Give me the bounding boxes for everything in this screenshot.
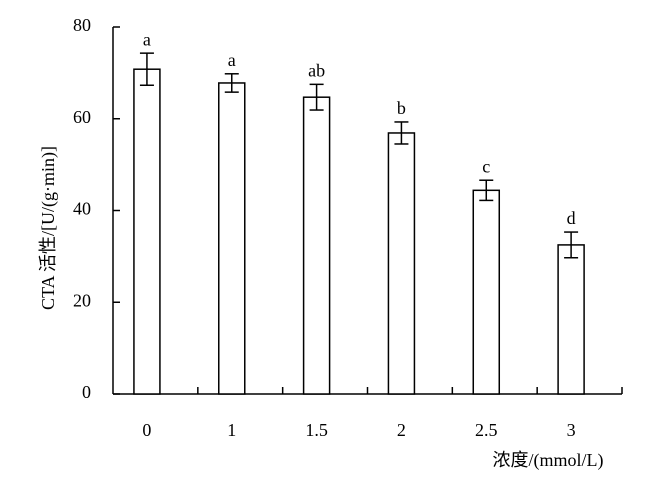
error-bar (309, 83, 324, 111)
x-axis-label: 浓度/(mmol/L) (493, 450, 604, 471)
x-tick-label: 3 (567, 420, 576, 440)
x-tick-label: 2.5 (475, 420, 498, 440)
bar (387, 132, 416, 395)
error-bar (394, 121, 409, 145)
y-tick-label: 0 (82, 382, 91, 402)
bar (302, 96, 331, 395)
x-tick-label: 0 (142, 420, 151, 440)
y-tick-label: 60 (73, 107, 91, 127)
error-bar (139, 52, 154, 87)
bar (133, 68, 161, 395)
x-tick-label: 2 (397, 420, 406, 440)
error-bar (224, 73, 239, 93)
significance-letter: a (143, 29, 151, 49)
significance-letter: a (228, 50, 236, 70)
error-bar (564, 231, 579, 259)
significance-letter: d (567, 208, 576, 228)
y-tick-label: 80 (73, 15, 91, 35)
bar (218, 82, 246, 395)
x-tick-label: 1.5 (305, 420, 328, 440)
bar (472, 189, 501, 395)
bar (557, 244, 585, 395)
significance-letter: ab (308, 60, 325, 80)
y-tick-label: 40 (73, 199, 91, 219)
error-bar (479, 179, 494, 202)
y-axis-label: CTA 活性/[U/(g·min)] (38, 146, 59, 310)
significance-letter: c (482, 156, 490, 176)
significance-letter: b (397, 98, 406, 118)
y-tick-label: 20 (73, 290, 91, 310)
x-tick-label: 1 (227, 420, 236, 440)
